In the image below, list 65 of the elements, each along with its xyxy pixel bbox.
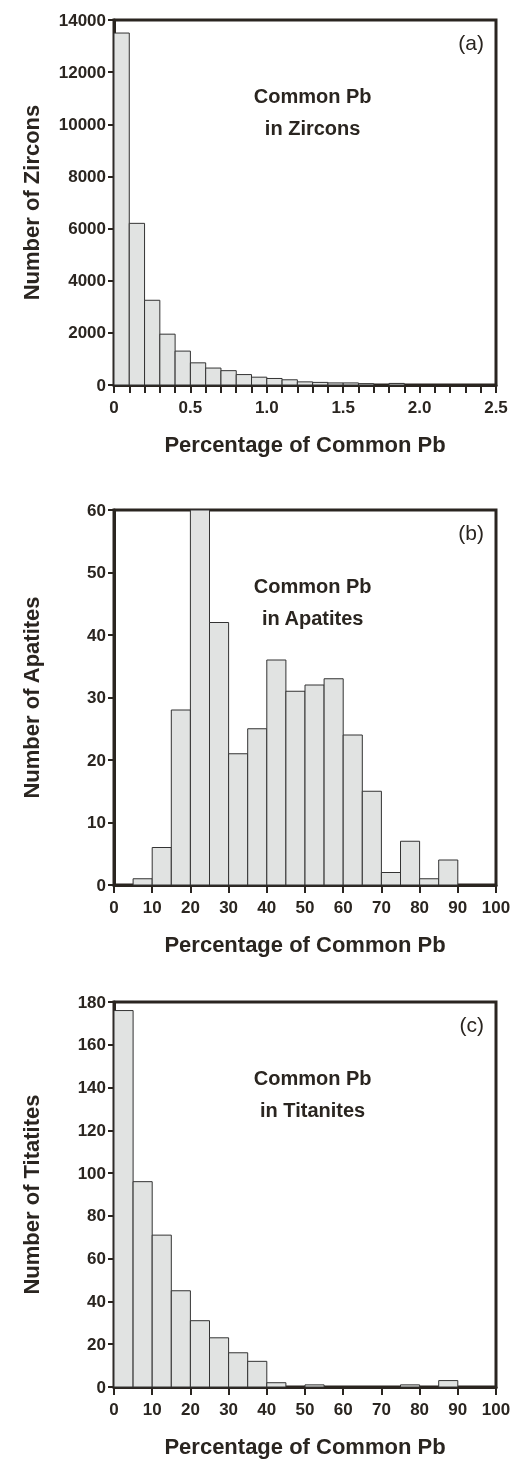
y-tick-label: 8000 — [68, 166, 106, 186]
y-tick-label: 14000 — [58, 10, 106, 30]
y-tick-label: 10000 — [58, 114, 106, 134]
x-tick-label: 2.5 — [484, 398, 508, 417]
x-tick-label: 0.5 — [178, 398, 203, 417]
y-tick-label: 10 — [87, 813, 106, 832]
x-tick-label: 1.0 — [254, 398, 279, 417]
y-axis-title: Number of Titatites — [18, 1094, 44, 1295]
y-axis-title: Number of Zircons — [18, 104, 44, 301]
x-tick-label: 100 — [481, 898, 511, 917]
annotation: Common Pb in Apatites — [253, 575, 372, 629]
x-tick-label: 100 — [481, 1400, 511, 1419]
x-tick-label: 2.0 — [407, 398, 432, 417]
annotation: (a) — [458, 31, 485, 54]
x-tick-label: 80 — [410, 898, 430, 917]
y-tick-label: 4000 — [68, 271, 106, 291]
y-tick-label: 180 — [77, 992, 106, 1012]
x-tick-label: 50 — [295, 1400, 315, 1419]
y-tick-label: 40 — [87, 1291, 106, 1311]
x-tick-label: 40 — [257, 1400, 277, 1419]
y-tick-label: 20 — [87, 750, 106, 770]
x-tick-label: 40 — [257, 898, 277, 917]
x-tick-label: 0 — [109, 1400, 119, 1419]
x-tick-label: 10 — [142, 898, 162, 917]
x-axis-title: Percentage of Common Pb — [164, 931, 446, 957]
x-tick-label: 10 — [142, 1400, 162, 1419]
y-tick-label: 120 — [77, 1120, 106, 1140]
x-tick-label: 90 — [448, 898, 468, 917]
annotation: (b) — [458, 521, 485, 544]
y-tick-label: 0 — [96, 875, 106, 895]
y-tick-label: 20 — [87, 1334, 106, 1354]
x-tick-label: 60 — [333, 1400, 353, 1419]
x-tick-label: 90 — [448, 1400, 468, 1419]
y-tick-label: 160 — [77, 1035, 106, 1055]
x-tick-label: 20 — [180, 1400, 200, 1419]
y-axis-title: Number of Apatites — [18, 596, 44, 799]
x-tick-label: 60 — [333, 898, 353, 917]
annotation: Common Pb in Titanites — [253, 1067, 372, 1121]
y-tick-label: 30 — [87, 688, 106, 707]
y-tick-label: 60 — [87, 500, 106, 520]
y-tick-label: 140 — [77, 1078, 106, 1098]
x-tick-label: 80 — [410, 1400, 430, 1419]
x-tick-label: 0 — [109, 398, 119, 417]
y-tick-label: 6000 — [68, 219, 106, 239]
x-tick-label: 50 — [295, 898, 315, 917]
y-tick-label: 12000 — [58, 62, 106, 82]
y-tick-label: 100 — [77, 1163, 106, 1183]
x-tick-label: 0 — [109, 898, 119, 917]
y-tick-label: 50 — [87, 563, 106, 582]
x-tick-label: 30 — [219, 1400, 239, 1419]
annotation: Common Pb in Zircons — [253, 85, 372, 139]
x-tick-label: 30 — [219, 898, 239, 917]
y-tick-label: 0 — [96, 375, 106, 395]
y-tick-label: 40 — [87, 625, 106, 645]
annotation: (c) — [459, 1013, 485, 1036]
x-tick-label: 70 — [371, 1400, 391, 1419]
x-tick-label: 20 — [180, 898, 200, 917]
y-tick-label: 2000 — [68, 323, 106, 343]
y-tick-label: 0 — [96, 1377, 106, 1397]
x-axis-title: Percentage of Common Pb — [164, 1433, 446, 1459]
x-tick-label: 1.5 — [331, 398, 356, 417]
y-tick-label: 80 — [87, 1206, 106, 1226]
x-tick-label: 70 — [371, 898, 391, 917]
y-tick-label: 60 — [87, 1249, 106, 1269]
x-axis-title: Percentage of Common Pb — [164, 431, 446, 457]
